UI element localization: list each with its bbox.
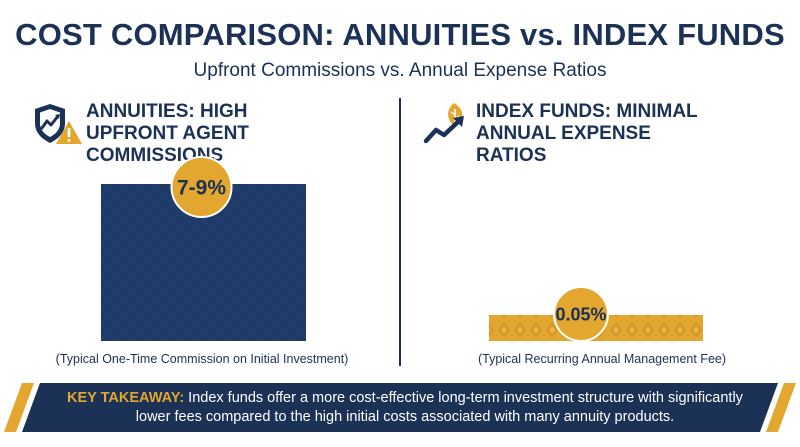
- annuities-panel-header: ANNUITIES: HIGH UPFRONT AGENT COMMISSION…: [32, 101, 326, 167]
- index-funds-panel-header: INDEX FUNDS: MINIMAL ANNUAL EXPENSE RATI…: [422, 101, 716, 167]
- value-badge-annuities: [170, 156, 233, 218]
- panel-divider: [399, 98, 401, 366]
- key-takeaway-text: KEY TAKEAWAY: Index funds offer a more c…: [60, 389, 750, 427]
- annuities-caption: (Typical One-Time Commission on Initial …: [55, 352, 349, 366]
- key-takeaway-body: Index funds offer a more cost-effective …: [135, 390, 743, 425]
- value-label-annuities: 7-9%: [177, 177, 226, 200]
- shield-chart-warning-icon: [35, 104, 82, 144]
- key-takeaway-label: KEY TAKEAWAY:: [67, 390, 185, 406]
- page-subtitle: Upfront Commissions vs. Annual Expense R…: [193, 60, 607, 81]
- value-label-index-funds: 0.05%: [555, 304, 606, 324]
- page-title: COST COMPARISON: ANNUITIES vs. INDEX FUN…: [15, 17, 785, 52]
- annuities-heading: ANNUITIES: HIGH UPFRONT AGENT COMMISSION…: [86, 101, 249, 166]
- index-funds-caption: (Typical Recurring Annual Management Fee…: [477, 352, 727, 366]
- leaf-growth-arrow-icon: [423, 103, 464, 144]
- key-takeaway-banner: [22, 383, 778, 432]
- value-badge-index-funds: [553, 286, 609, 342]
- index-funds-heading: INDEX FUNDS: MINIMAL ANNUAL EXPENSE RATI…: [476, 101, 698, 166]
